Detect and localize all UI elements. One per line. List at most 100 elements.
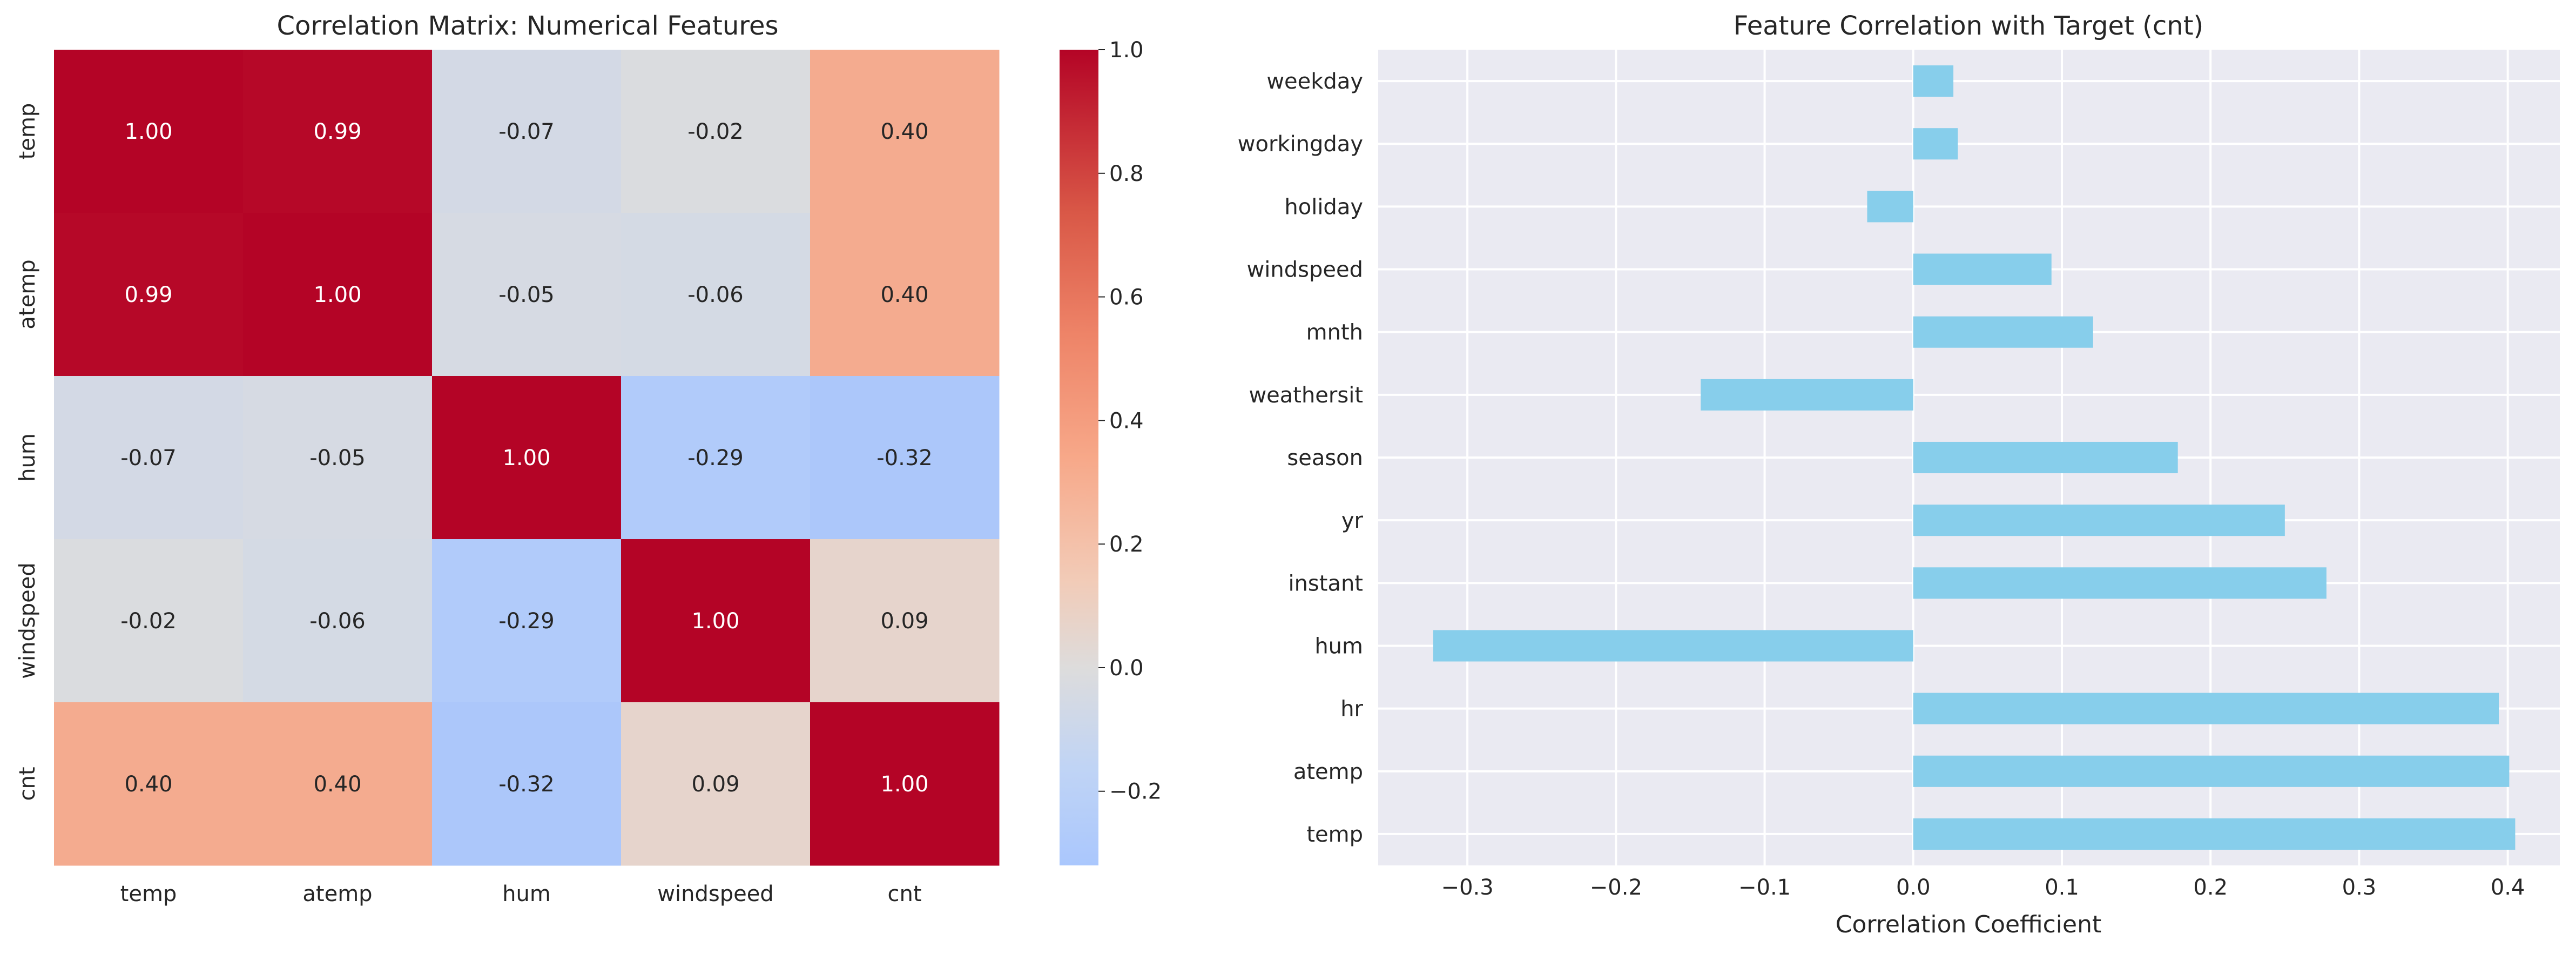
- category-label: temp: [1306, 822, 1363, 847]
- x-tick-label: 0.4: [2491, 875, 2525, 900]
- heatmap-row-label: hum: [15, 433, 40, 482]
- heatmap-cell-label: 0.99: [124, 283, 172, 307]
- bar-instant: [1913, 567, 2327, 599]
- heatmap-cell-label: -0.06: [687, 283, 744, 307]
- category-labels: temp atemp hr hum instant yr season weathersit m…: [1238, 69, 1364, 847]
- x-axis-label: Correlation Coefficient: [1836, 911, 2102, 938]
- heatmap-cell-label: -0.32: [876, 446, 933, 471]
- bar-yr: [1913, 505, 2285, 536]
- heatmap-cell: [54, 539, 244, 703]
- heatmap-cell: [243, 539, 433, 703]
- category-label: workingday: [1238, 132, 1363, 157]
- heatmap-cell-label: 0.40: [313, 772, 361, 797]
- heatmap-cells: 1.00 0.99 -0.07 -0.02 0.40 0.99 1.00 -0.05 -0.06…: [54, 50, 1000, 866]
- heatmap-cell: [54, 213, 244, 377]
- heatmap-cell-label: 0.40: [880, 283, 928, 307]
- category-label: atemp: [1293, 760, 1363, 784]
- heatmap-cell-label: -0.02: [687, 119, 744, 144]
- category-label: hum: [1314, 634, 1363, 659]
- heatmap-column-labels: temp atemp hum windspeed cnt: [120, 882, 922, 906]
- x-tick-label: 0.2: [2193, 875, 2228, 900]
- category-label: weathersit: [1249, 383, 1363, 408]
- x-tick-label: −0.3: [1441, 875, 1494, 900]
- heatmap-cell: [810, 702, 1000, 866]
- heatmap-cell: [621, 376, 811, 540]
- heatmap-cell: [621, 539, 811, 703]
- colorbar-gradient: [1060, 50, 1098, 865]
- bar-atemp: [1913, 755, 2510, 787]
- heatmap-cell-label: 0.40: [124, 772, 172, 797]
- heatmap-cell-label: 0.40: [880, 119, 928, 144]
- heatmap-cell-label: -0.07: [498, 119, 555, 144]
- x-tick-labels: −0.3 −0.2 −0.1 0.0 0.1 0.2 0.3 0.4: [1441, 875, 2525, 900]
- bar-windspeed: [1913, 253, 2052, 285]
- heatmap-cell: [621, 702, 811, 866]
- bar-hum: [1433, 630, 1913, 662]
- bar-temp: [1913, 818, 2516, 850]
- heatmap-row-label: windspeed: [15, 562, 40, 678]
- heatmap-cell-label: -0.29: [498, 609, 555, 634]
- bar-chart: Feature Correlation with Target (cnt) te…: [1238, 11, 2560, 938]
- colorbar-tick-label: 0.4: [1109, 408, 1144, 433]
- colorbar-tick-label: 1.0: [1109, 38, 1144, 63]
- x-tick-label: −0.2: [1590, 875, 1642, 900]
- heatmap-cell: [621, 213, 811, 377]
- heatmap-row-labels: temp atemp hum windspeed cnt: [15, 103, 40, 801]
- bar-workingday: [1913, 128, 1958, 160]
- heatmap-cell: [432, 376, 622, 540]
- heatmap-column-label: atemp: [302, 882, 372, 906]
- category-label: mnth: [1306, 320, 1363, 345]
- heatmap-title: Correlation Matrix: Numerical Features: [277, 11, 779, 41]
- heatmap-cell-label: -0.32: [498, 772, 555, 797]
- category-label: instant: [1288, 571, 1363, 596]
- heatmap-cell-label: 1.00: [313, 283, 361, 307]
- colorbar-tick-label: 0.6: [1109, 285, 1144, 310]
- bar-holiday: [1867, 191, 1913, 223]
- category-label: hr: [1340, 697, 1363, 722]
- heatmap-cell-label: 1.00: [502, 446, 550, 471]
- bar-mnth: [1913, 316, 2093, 348]
- x-tick-label: 0.0: [1896, 875, 1931, 900]
- heatmap-cell: [243, 702, 433, 866]
- heatmap-cell-label: -0.29: [687, 446, 744, 471]
- heatmap-cell-label: -0.05: [309, 446, 366, 471]
- heatmap-column-label: windspeed: [657, 882, 773, 906]
- category-label: yr: [1341, 508, 1364, 533]
- heatmap-row-label: atemp: [15, 259, 40, 329]
- heatmap-cell-label: -0.07: [120, 446, 177, 471]
- bar-season: [1913, 441, 2178, 474]
- category-label: holiday: [1284, 194, 1363, 219]
- heatmap-row-label: cnt: [15, 767, 40, 801]
- heatmap-cell: [432, 702, 622, 866]
- heatmap-cell: [54, 50, 244, 213]
- x-tick-label: 0.1: [2045, 875, 2079, 900]
- colorbar: −0.2 0.0 0.2 0.4 0.6 0.8 1.0: [1060, 38, 1162, 865]
- heatmap-cell-label: 0.09: [880, 609, 928, 634]
- colorbar-tick-label: 0.8: [1109, 162, 1144, 186]
- heatmap-column-label: temp: [120, 882, 177, 906]
- category-label: weekday: [1266, 69, 1363, 94]
- heatmap-cell: [54, 702, 244, 866]
- bar-hr: [1913, 693, 2499, 724]
- heatmap-cell: [243, 213, 433, 377]
- bar-weathersit: [1701, 379, 1913, 411]
- heatmap-chart: Correlation Matrix: Numerical Features 1…: [15, 11, 1000, 906]
- heatmap-cell: [810, 213, 1000, 377]
- bars: [1433, 65, 2516, 850]
- heatmap-row-label: temp: [15, 103, 40, 160]
- colorbar-ticks: −0.2 0.0 0.2 0.4 0.6 0.8 1.0: [1098, 38, 1162, 804]
- bar-chart-title: Feature Correlation with Target (cnt): [1734, 11, 2204, 41]
- colorbar-tick-label: 0.2: [1109, 532, 1144, 557]
- heatmap-cell: [810, 50, 1000, 213]
- x-tick-label: −0.1: [1738, 875, 1791, 900]
- heatmap-cell: [432, 213, 622, 377]
- heatmap-cell: [432, 539, 622, 703]
- heatmap-cell-label: -0.05: [498, 283, 555, 307]
- heatmap-cell: [810, 376, 1000, 540]
- heatmap-column-label: hum: [502, 882, 551, 906]
- category-label: season: [1287, 446, 1363, 471]
- category-label: windspeed: [1247, 258, 1363, 283]
- heatmap-cell-label: 1.00: [691, 609, 739, 634]
- heatmap-cell: [243, 376, 433, 540]
- heatmap-cell-label: -0.06: [309, 609, 366, 634]
